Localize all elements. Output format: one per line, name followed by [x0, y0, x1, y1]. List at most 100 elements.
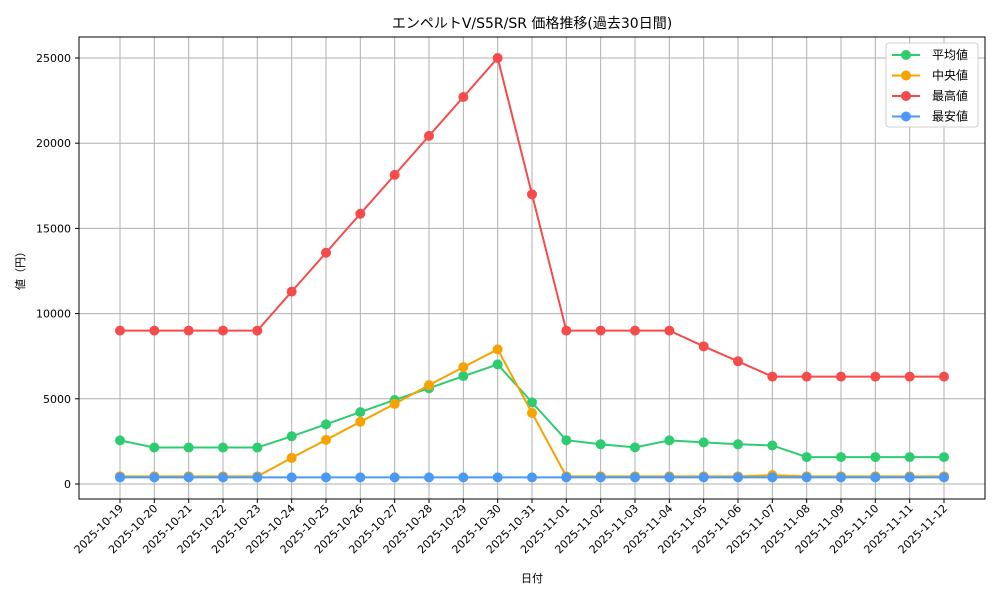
data-point	[458, 362, 469, 373]
y-axis-label: 値（円）	[14, 246, 27, 290]
data-point	[664, 435, 675, 446]
data-point	[286, 452, 297, 463]
data-point	[630, 325, 640, 336]
data-point	[939, 472, 949, 483]
data-point	[561, 435, 572, 446]
data-point	[527, 397, 537, 408]
data-point	[939, 452, 949, 463]
data-point	[424, 130, 434, 141]
data-point	[458, 371, 469, 382]
data-point	[630, 472, 640, 483]
data-point	[218, 442, 228, 453]
data-point	[939, 371, 949, 382]
data-point	[595, 325, 606, 336]
data-point	[836, 371, 846, 382]
data-point	[458, 92, 469, 103]
data-point	[321, 247, 331, 258]
series-lines	[115, 53, 949, 483]
data-point	[664, 472, 675, 483]
data-point	[321, 472, 331, 483]
data-point	[286, 431, 297, 442]
legend-item: 中央値	[892, 68, 968, 83]
data-point	[492, 472, 503, 483]
data-point	[389, 169, 400, 180]
data-point	[767, 440, 778, 451]
legend-item: 最安値	[892, 109, 968, 124]
data-point	[733, 439, 743, 450]
data-point	[870, 371, 881, 382]
data-point	[115, 435, 125, 446]
data-point	[904, 371, 915, 382]
y-tick-label: 10000	[36, 308, 71, 321]
data-point	[698, 472, 709, 483]
legend-item: 最高値	[892, 88, 968, 103]
data-point	[492, 344, 503, 355]
legend-marker-icon	[901, 70, 911, 81]
data-point	[630, 442, 640, 453]
data-point	[767, 371, 778, 382]
data-point	[321, 434, 331, 445]
data-point	[115, 472, 125, 483]
data-point	[424, 472, 434, 483]
data-point	[252, 325, 263, 336]
data-point	[286, 286, 297, 297]
data-point	[355, 416, 366, 427]
data-point	[801, 452, 812, 463]
data-point	[424, 380, 434, 391]
data-point	[286, 472, 297, 483]
data-point	[252, 472, 263, 483]
data-point	[870, 452, 881, 463]
data-point	[389, 472, 400, 483]
data-point	[801, 472, 812, 483]
data-point	[527, 407, 537, 418]
data-point	[389, 398, 400, 409]
data-point	[149, 472, 160, 483]
legend-label: 最高値	[932, 88, 968, 103]
data-point	[733, 356, 743, 367]
data-point	[698, 341, 709, 352]
data-point	[595, 439, 606, 450]
data-point	[527, 472, 537, 483]
x-axis-ticks: 2025-10-192025-10-202025-10-212025-10-22…	[72, 499, 950, 556]
y-tick-label: 25000	[36, 52, 71, 65]
data-point	[801, 371, 812, 382]
data-point	[183, 472, 194, 483]
data-point	[183, 442, 194, 453]
data-point	[836, 472, 846, 483]
data-point	[595, 472, 606, 483]
data-point	[561, 325, 572, 336]
data-point	[767, 472, 778, 483]
data-point	[527, 189, 537, 200]
data-point	[836, 452, 846, 463]
data-point	[355, 472, 366, 483]
y-axis-ticks: 0 5000 10000 15000 20000 25000	[36, 52, 79, 491]
series-最高値	[115, 53, 949, 382]
data-point	[904, 452, 915, 463]
data-point	[355, 407, 366, 418]
data-point	[561, 472, 572, 483]
legend-marker-icon	[901, 91, 911, 101]
data-point	[904, 472, 915, 483]
data-point	[870, 472, 881, 483]
data-point	[252, 442, 263, 453]
data-point	[218, 472, 228, 483]
legend-label: 中央値	[932, 68, 968, 83]
data-point	[183, 325, 194, 336]
data-point	[149, 442, 160, 453]
data-point	[355, 208, 366, 219]
data-point	[218, 325, 228, 336]
legend-box	[885, 42, 979, 128]
y-tick-label: 0	[64, 478, 71, 491]
x-axis-label: 日付	[521, 572, 543, 585]
legend-label: 平均値	[932, 47, 968, 62]
data-point	[115, 325, 125, 336]
legend-item: 平均値	[892, 47, 968, 62]
y-tick-label: 20000	[36, 137, 71, 150]
data-point	[492, 53, 503, 63]
data-point	[698, 437, 709, 448]
data-point	[149, 325, 160, 336]
y-tick-label: 15000	[36, 222, 71, 235]
